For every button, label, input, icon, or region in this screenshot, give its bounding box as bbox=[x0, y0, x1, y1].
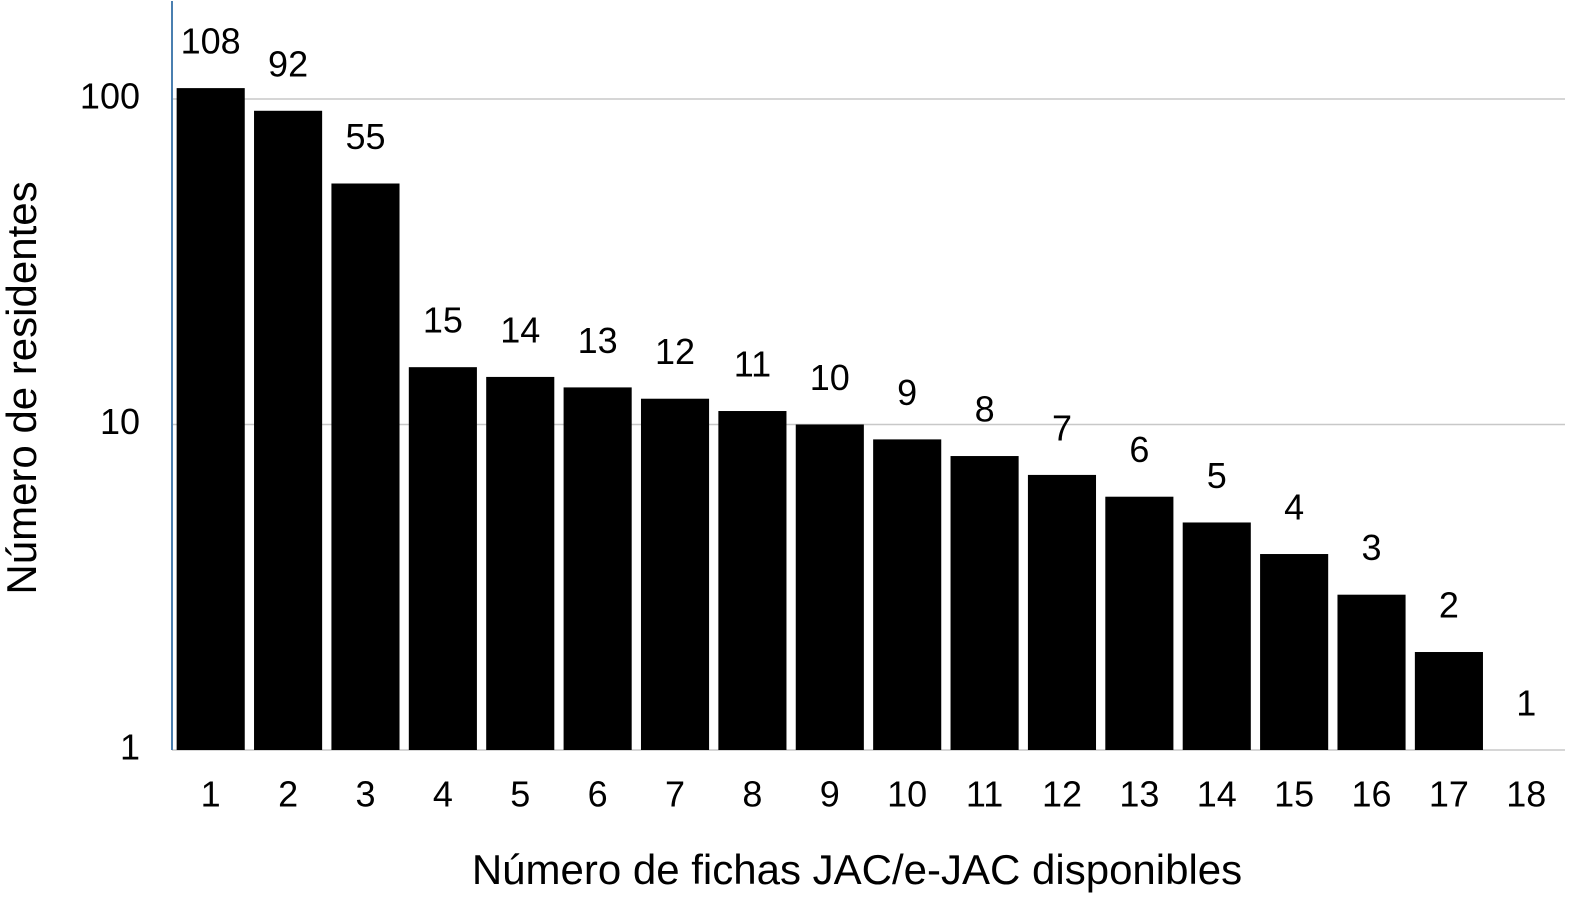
value-label: 14 bbox=[500, 309, 540, 350]
x-tick-label: 13 bbox=[1119, 774, 1159, 815]
bar bbox=[1414, 652, 1483, 750]
x-tick-label: 10 bbox=[887, 774, 927, 815]
value-label: 2 bbox=[1439, 585, 1459, 626]
y-tick-label: 1 bbox=[120, 727, 140, 768]
x-tick-label: 12 bbox=[1042, 774, 1082, 815]
y-tick-label: 10 bbox=[100, 401, 140, 442]
x-tick-label: 17 bbox=[1429, 774, 1469, 815]
x-axis-title: Número de fichas JAC/e-JAC disponibles bbox=[472, 846, 1242, 893]
bar bbox=[1027, 474, 1097, 750]
bar bbox=[176, 88, 245, 750]
value-label: 4 bbox=[1284, 487, 1304, 528]
bar bbox=[408, 367, 477, 750]
value-label: 108 bbox=[181, 21, 241, 62]
x-tick-label: 7 bbox=[665, 774, 685, 815]
bar bbox=[1260, 554, 1329, 750]
value-label: 1 bbox=[1516, 683, 1536, 724]
x-tick-label: 11 bbox=[966, 774, 1003, 815]
bar bbox=[795, 424, 864, 750]
x-tick-label: 15 bbox=[1274, 774, 1314, 815]
x-tick-label: 3 bbox=[355, 774, 375, 815]
bar bbox=[331, 183, 400, 750]
bar bbox=[563, 387, 632, 750]
bar bbox=[873, 439, 942, 750]
x-tick-label: 2 bbox=[278, 774, 298, 815]
value-label: 10 bbox=[810, 357, 850, 398]
value-label: 5 bbox=[1207, 455, 1227, 496]
value-label: 55 bbox=[345, 116, 385, 157]
bar bbox=[486, 376, 555, 750]
x-tick-label: 1 bbox=[201, 774, 221, 815]
bar bbox=[1337, 594, 1406, 750]
value-label: 8 bbox=[975, 389, 995, 430]
bar bbox=[1182, 522, 1251, 750]
value-label: 9 bbox=[897, 372, 917, 413]
value-label: 12 bbox=[655, 331, 695, 372]
value-label: 15 bbox=[423, 300, 463, 341]
x-tick-label: 9 bbox=[820, 774, 840, 815]
bar bbox=[950, 456, 1019, 750]
x-tick-label: 6 bbox=[588, 774, 608, 815]
x-tick-label: 5 bbox=[510, 774, 530, 815]
y-axis-title: Número de residentes bbox=[0, 181, 45, 594]
x-tick-label: 18 bbox=[1506, 774, 1546, 815]
bar bbox=[640, 398, 710, 750]
value-label: 6 bbox=[1129, 429, 1149, 470]
value-label: 92 bbox=[268, 43, 308, 84]
value-label: 13 bbox=[578, 320, 618, 361]
value-label: 3 bbox=[1362, 527, 1382, 568]
y-tick-label: 100 bbox=[80, 76, 140, 117]
bar bbox=[1105, 496, 1174, 750]
x-tick-label: 4 bbox=[433, 774, 453, 815]
bar bbox=[718, 411, 787, 750]
x-tick-label: 8 bbox=[742, 774, 762, 815]
x-tick-label: 16 bbox=[1352, 774, 1392, 815]
x-tick-label: 14 bbox=[1197, 774, 1237, 815]
bar bbox=[254, 110, 323, 751]
value-label: 11 bbox=[734, 344, 771, 385]
value-label: 7 bbox=[1052, 407, 1072, 448]
